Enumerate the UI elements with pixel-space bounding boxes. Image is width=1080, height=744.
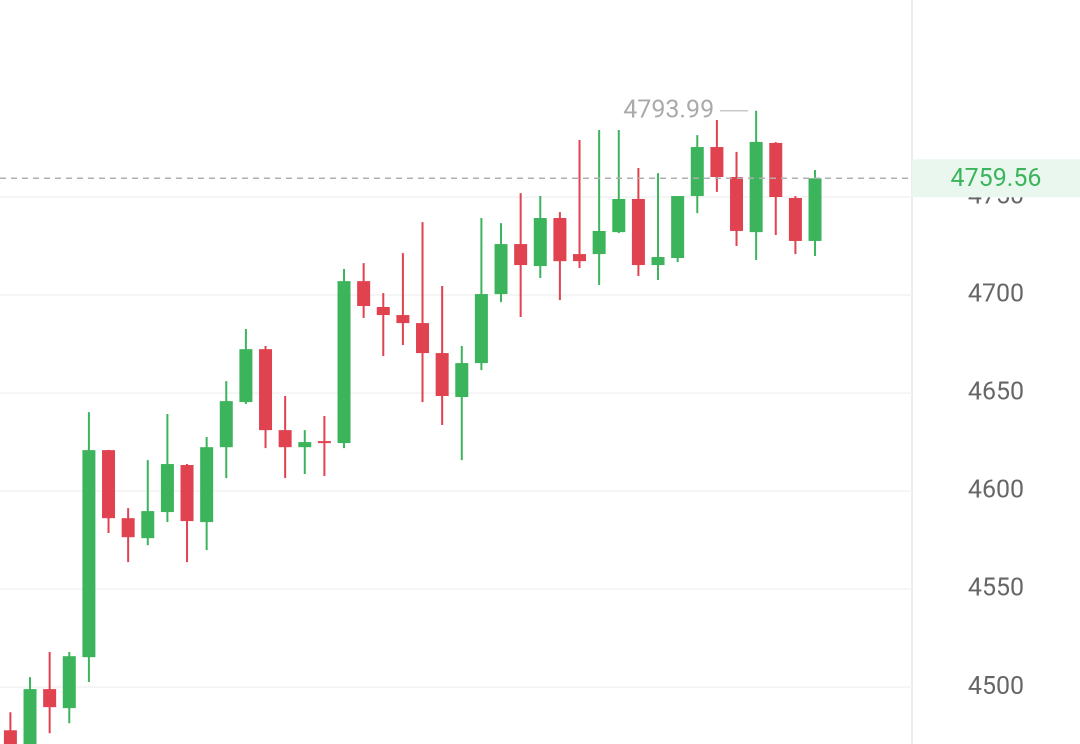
candle-body: [631, 198, 645, 266]
overlay: 4793.99 4759.56: [0, 95, 1080, 198]
candle-body: [317, 441, 331, 444]
candle-body: [160, 464, 174, 513]
grid: 450045504600465047004750: [0, 182, 1024, 701]
candle-body: [710, 147, 724, 178]
candle-body: [200, 447, 214, 523]
candle-body: [514, 244, 528, 266]
candle-body: [730, 177, 744, 231]
candle-body: [533, 218, 547, 267]
candle-body: [671, 196, 685, 258]
candle-body: [416, 323, 430, 354]
candle-body: [612, 198, 626, 233]
candle-body: [808, 178, 822, 241]
candles: [3, 110, 822, 744]
candle-body: [121, 518, 135, 538]
candle-body: [749, 141, 763, 233]
candle-body: [298, 442, 312, 448]
y-tick-label: 4650: [968, 378, 1024, 407]
candle-body: [141, 511, 155, 539]
candle-body: [180, 465, 194, 522]
candle-body: [651, 257, 665, 266]
candle-body: [396, 315, 410, 324]
candle-body: [43, 689, 57, 708]
candle-body: [455, 363, 469, 397]
candle-body: [3, 730, 17, 744]
candle-body: [435, 353, 449, 397]
candle-body: [553, 218, 567, 262]
candle-body: [239, 349, 253, 403]
candle-body: [278, 430, 292, 448]
y-tick-label: 4700: [968, 280, 1024, 309]
candle-body: [788, 198, 802, 241]
candle-body: [474, 294, 488, 364]
y-tick-label: 4600: [968, 476, 1024, 505]
max-label: 4793.99: [623, 95, 714, 124]
candle-body: [376, 307, 390, 316]
candle-body: [62, 656, 76, 709]
candle-body: [573, 254, 587, 262]
y-tick-label: 4500: [968, 672, 1024, 701]
last-price-label: 4759.56: [951, 164, 1042, 193]
candle-body: [259, 349, 273, 431]
last-price-tag: [912, 159, 1080, 198]
candle-body: [769, 142, 783, 198]
candle-body: [82, 450, 96, 658]
y-tick-label: 4550: [968, 574, 1024, 603]
candle-body: [690, 147, 704, 197]
candle-body: [592, 230, 606, 255]
candle-body: [337, 281, 351, 444]
candle-body: [494, 244, 508, 295]
candle-body: [219, 401, 233, 448]
candle-body: [102, 450, 116, 519]
candle-body: [357, 281, 371, 307]
candle-body: [23, 689, 37, 744]
